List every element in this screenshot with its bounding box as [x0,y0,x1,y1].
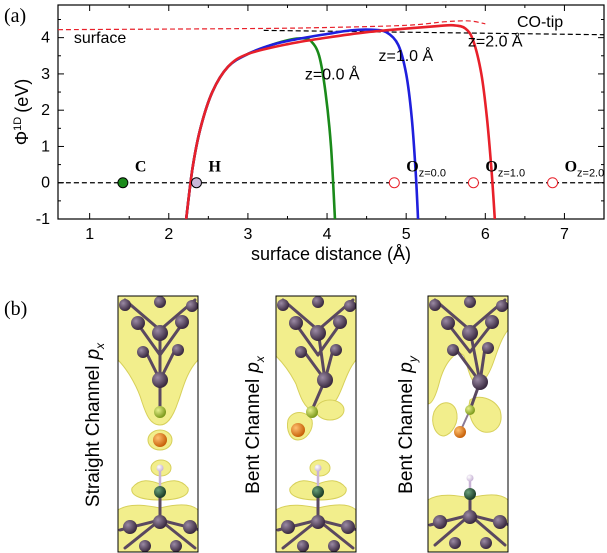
channel-label-text: Bent Channel [243,379,264,494]
svg-text:Bent Channelpy: Bent Channel py [396,355,420,494]
channel-label-subscript: y [406,355,420,363]
atom-subscript: z=1.0 [498,168,525,180]
atom-label: H [208,159,221,176]
annotation-z-0-0-: z=0.0 Å [305,64,360,83]
atom-label: Oz=1.0 [485,159,525,180]
channel-label-p: p [243,362,264,374]
panel-a-label: (a) [4,5,26,27]
atom-symbol: H [208,159,221,176]
atom-label: Oz=2.0 [565,159,605,180]
atom-symbol: O [406,159,418,176]
reference-line-co-tip [263,29,604,36]
svg-text:Straight Channelpx: Straight Channel px [83,342,107,507]
channel-label-straight: Straight Channel px [83,342,107,507]
channel-label-text: Straight Channel [83,366,104,508]
atom-markers: C H Oz=0.0 Oz=1.0 Oz=2.0 [117,159,605,189]
annotation-co-tip: CO-tip [517,14,563,31]
y-tick-label: 3 [41,66,50,83]
plot-frame [57,4,605,220]
x-tick-label: 1 [85,226,94,243]
y-tick-label: 1 [41,138,50,155]
atom-label: Oz=0.0 [406,159,446,180]
annotations: surface CO-tip z=0.0 Å z=1.0 Å z=2.0 Å [74,14,563,84]
x-axis-label: surface distance (Å) [251,244,411,264]
atom-marker-h [190,177,202,189]
series-line-2 [184,23,497,219]
annotation-z-2-0-: z=2.0 Å [468,32,523,51]
molecule-image-bent-py [427,295,509,553]
y-axis-label-unit: (eV) [12,79,32,113]
y-axis: -1 0 1 2 3 4 [36,19,604,228]
annotation-surface: surface [74,30,127,47]
y-tick-label: 0 [41,175,50,192]
molecule-image-straight-px [117,295,199,553]
channel-label-text: Bent Channel [396,379,417,494]
x-tick-label: 5 [402,226,411,243]
y-axis-label-symbol: Φ [12,131,32,145]
atom-symbol: C [135,159,147,176]
x-tick-label: 4 [323,226,332,243]
atom-symbol: O [565,159,577,176]
y-axis-label: Φ1D (eV) [12,79,32,145]
y-axis-label-superscript: 1D [12,117,24,131]
x-axis: 1 2 3 4 5 6 7 [85,5,569,243]
atom-marker-o [388,177,400,189]
channel-label-subscript: x [253,355,267,363]
channel-label-p: p [396,362,417,374]
y-tick-label: 4 [41,30,50,47]
molecule-image-bent-px [275,295,357,553]
atom-symbol: O [485,159,497,176]
channel-label-bent-x: Bent Channel px [243,355,267,494]
channel-label-p: p [83,349,104,361]
channel-label-bent-y: Bent Channel py [396,355,420,494]
x-tick-label: 7 [560,226,569,243]
annotation-z-1-0-: z=1.0 Å [378,46,433,65]
atom-marker-o [467,177,479,189]
atom-marker-c [117,177,129,189]
x-tick-label: 3 [243,226,252,243]
channel-label-subscript: x [93,342,107,350]
y-tick-label: 2 [41,102,50,119]
x-tick-label: 6 [481,226,490,243]
reference-line-surface [58,20,486,31]
atom-label: C [135,159,147,176]
atom-marker-o [547,177,559,189]
atom-subscript: z=2.0 [577,168,604,180]
panel-b-label: (b) [4,298,27,320]
y-tick-label: -1 [36,211,50,228]
svg-text:Bent Channelpx: Bent Channel px [243,355,267,494]
x-tick-label: 2 [164,226,173,243]
series-lines [58,20,604,219]
atom-subscript: z=0.0 [419,168,446,180]
